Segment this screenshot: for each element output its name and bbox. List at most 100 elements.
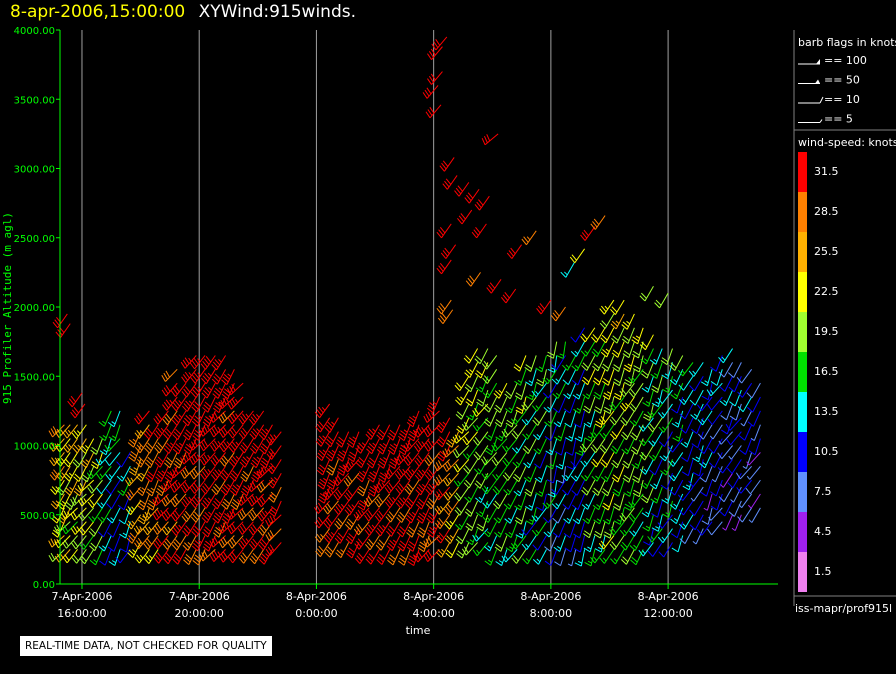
wind-barb <box>356 466 370 483</box>
wind-barb <box>422 85 439 99</box>
wind-barb <box>133 521 150 535</box>
wind-barb <box>313 500 330 514</box>
wind-barb <box>491 452 508 466</box>
wind-barb <box>463 459 479 474</box>
wind-barb <box>464 500 479 517</box>
wind-barb <box>423 438 440 452</box>
wind-barb <box>543 521 558 538</box>
wind-barb <box>143 424 159 440</box>
wind-barb <box>750 424 761 442</box>
wind-barb <box>161 493 178 507</box>
x-axis-label: time <box>406 624 431 637</box>
wind-barb <box>542 369 558 385</box>
wind-barb <box>71 535 87 550</box>
speed-legend-item: 25.5 <box>798 232 839 272</box>
wind-barb <box>660 473 673 490</box>
wind-barb <box>249 438 265 454</box>
wind-barb <box>465 514 479 532</box>
wind-barb <box>609 410 625 426</box>
wind-barb <box>442 175 458 190</box>
wind-barb <box>119 521 131 539</box>
wind-barb <box>584 424 596 442</box>
wind-barb <box>212 507 227 524</box>
wind-barb <box>212 396 227 414</box>
wind-barb <box>356 479 370 497</box>
wind-barb <box>621 452 635 469</box>
wind-barb <box>172 549 187 565</box>
wind-barb <box>385 493 401 509</box>
wind-barb <box>181 369 197 384</box>
speed-legend-label: 19.5 <box>814 325 839 338</box>
wind-barb <box>619 396 635 412</box>
wind-barb <box>532 549 547 565</box>
header-date: 8-apr-2006,15:00:00 <box>10 2 186 22</box>
wind-barb <box>354 549 370 564</box>
wind-barb <box>442 445 459 458</box>
wind-barb <box>521 230 537 246</box>
wind-barb <box>201 507 216 524</box>
y-tick-label: 500.00 <box>20 511 55 522</box>
axes: 915 Profiler Altitude (m agl) time <box>1 30 778 637</box>
wind-barb <box>620 535 635 551</box>
wind-barb <box>424 452 440 467</box>
wind-barb <box>117 479 131 496</box>
wind-barb <box>735 465 752 480</box>
wind-barb <box>609 396 625 411</box>
wind-barb <box>660 459 673 476</box>
wind-barb <box>657 528 673 544</box>
speed-legend-item: 22.5 <box>798 272 839 312</box>
wind-barb <box>343 472 360 487</box>
wind-barb <box>603 521 615 539</box>
wind-barb <box>108 549 121 566</box>
wind-barb <box>536 299 552 315</box>
wind-barb <box>688 362 704 377</box>
wind-barb <box>64 479 79 496</box>
wind-barb <box>116 452 131 468</box>
wind-barb <box>192 549 206 566</box>
wind-barb <box>536 493 547 511</box>
wind-barb <box>104 452 121 466</box>
wind-barb <box>745 479 761 495</box>
wind-barb <box>323 514 339 529</box>
wind-barb <box>238 549 254 564</box>
wind-barb <box>153 549 169 564</box>
wind-barb <box>353 507 370 521</box>
wind-barb <box>354 535 370 550</box>
barb-legend-label: == 10 <box>824 93 860 106</box>
wind-barb <box>599 549 615 564</box>
wind-barb <box>512 466 527 483</box>
wind-barb <box>535 355 547 373</box>
wind-barb <box>170 382 187 397</box>
wind-barb <box>532 410 547 426</box>
wind-barb <box>581 355 596 371</box>
wind-barb <box>669 369 684 386</box>
wind-barb <box>738 424 753 441</box>
wind-barb <box>258 424 273 440</box>
wind-barb <box>161 382 178 397</box>
wind-barb <box>561 466 577 482</box>
wind-barb <box>431 36 448 51</box>
wind-barb <box>700 369 713 387</box>
wind-barb <box>172 438 187 455</box>
wind-barb <box>314 403 331 419</box>
wind-barb <box>748 507 761 523</box>
wind-barb <box>609 521 625 536</box>
wind-barb <box>718 486 734 503</box>
wind-barb <box>417 535 430 553</box>
wind-barb <box>97 507 112 523</box>
wind-barb <box>405 493 420 510</box>
speed-legend-item: 28.5 <box>798 192 839 232</box>
wind-barb <box>599 313 615 329</box>
wind-barb <box>210 465 226 481</box>
wind-barb <box>324 542 339 558</box>
wind-barb <box>227 521 244 535</box>
wind-barb <box>387 549 401 566</box>
wind-barb <box>598 410 615 425</box>
wind-barb <box>484 549 498 566</box>
wind-barb <box>567 549 577 567</box>
wind-barb <box>659 445 673 462</box>
wind-barb <box>504 382 518 400</box>
wind-barb <box>689 389 704 406</box>
wind-barb <box>546 452 558 470</box>
wind-barb <box>191 396 206 413</box>
